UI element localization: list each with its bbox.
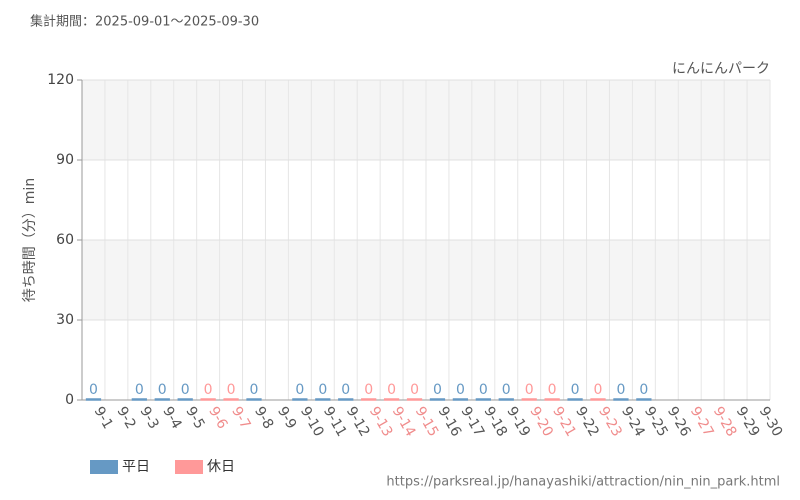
data-label: 0 xyxy=(594,382,603,398)
x-tick-label: 9-12 xyxy=(343,404,373,440)
source-url: https://parksreal.jp/hanayashiki/attract… xyxy=(386,475,780,490)
x-tick-label: 9-1 xyxy=(91,404,116,432)
x-tick-label: 9-30 xyxy=(756,404,786,440)
legend-swatch xyxy=(90,460,118,474)
x-tick-label: 9-7 xyxy=(228,404,253,432)
x-tick-label: 9-18 xyxy=(480,404,510,440)
x-tick-label: 9-3 xyxy=(136,404,161,432)
x-tick-label: 9-20 xyxy=(526,404,556,440)
data-label: 0 xyxy=(364,382,373,398)
y-tick-label: 60 xyxy=(56,232,74,248)
x-tick-label: 9-16 xyxy=(435,404,465,440)
bar xyxy=(521,398,537,401)
bar xyxy=(177,398,193,401)
data-label: 0 xyxy=(410,382,419,398)
bar xyxy=(338,398,354,401)
bar xyxy=(383,398,400,401)
data-label: 0 xyxy=(525,382,534,398)
bar xyxy=(544,398,560,401)
x-tick-label: 9-24 xyxy=(618,404,648,440)
bar xyxy=(429,398,446,401)
x-tick-label: 9-8 xyxy=(251,404,276,432)
x-tick-label: 9-19 xyxy=(503,404,533,440)
legend-swatch xyxy=(175,460,203,474)
data-label: 0 xyxy=(433,382,442,398)
data-label: 0 xyxy=(204,382,213,398)
x-tick-label: 9-22 xyxy=(572,404,602,440)
x-tick-label: 9-17 xyxy=(457,404,487,440)
x-tick-label: 9-29 xyxy=(733,404,763,440)
legend-label: 休日 xyxy=(207,459,235,475)
y-tick-label: 0 xyxy=(65,392,74,408)
bar xyxy=(567,398,583,401)
bar xyxy=(475,398,491,401)
x-tick-label: 9-5 xyxy=(182,404,207,432)
data-label: 0 xyxy=(135,382,144,398)
data-label: 0 xyxy=(387,382,396,398)
data-label: 0 xyxy=(479,382,488,398)
data-label: 0 xyxy=(639,382,648,398)
data-label: 0 xyxy=(318,382,327,398)
x-tick-label: 9-23 xyxy=(595,404,625,440)
y-tick-label: 30 xyxy=(56,312,74,328)
data-label: 0 xyxy=(502,382,511,398)
x-tick-label: 9-11 xyxy=(320,404,350,440)
data-label: 0 xyxy=(227,382,236,398)
x-tick-label: 9-26 xyxy=(664,404,694,440)
data-label: 0 xyxy=(250,382,259,398)
x-tick-label: 9-2 xyxy=(113,404,138,432)
bar xyxy=(246,398,262,401)
bar xyxy=(292,398,308,401)
bar xyxy=(223,398,239,401)
bar xyxy=(131,398,147,401)
data-label: 0 xyxy=(341,382,350,398)
x-tick-label: 9-6 xyxy=(205,404,230,432)
bar xyxy=(406,398,423,401)
data-label: 0 xyxy=(158,382,167,398)
legend-label: 平日 xyxy=(122,459,150,475)
x-tick-label: 9-28 xyxy=(710,404,740,440)
chart-title: にんにんパーク xyxy=(672,61,770,77)
data-label: 0 xyxy=(295,382,304,398)
data-label: 0 xyxy=(181,382,190,398)
x-tick-label: 9-25 xyxy=(641,404,671,440)
y-axis-label: 待ち時間（分）min xyxy=(22,178,38,302)
x-tick-label: 9-4 xyxy=(159,404,184,432)
data-label: 0 xyxy=(89,382,98,398)
bar xyxy=(590,398,606,401)
data-label: 0 xyxy=(616,382,625,398)
x-tick-label: 9-15 xyxy=(412,404,442,440)
bar xyxy=(613,398,629,401)
bar xyxy=(498,398,514,401)
bar xyxy=(85,398,102,401)
data-label: 0 xyxy=(456,382,465,398)
data-label: 0 xyxy=(571,382,580,398)
bar xyxy=(315,398,331,401)
x-tick-label: 9-13 xyxy=(366,404,396,440)
x-tick-label: 9-14 xyxy=(389,404,419,440)
x-tick-label: 9-27 xyxy=(687,404,717,440)
x-tick-label: 9-9 xyxy=(274,404,299,432)
x-tick-label: 9-10 xyxy=(297,404,327,440)
bar xyxy=(452,398,469,401)
bar xyxy=(636,398,652,401)
x-tick-label: 9-21 xyxy=(549,404,579,440)
bar xyxy=(361,398,377,401)
data-label: 0 xyxy=(548,382,557,398)
y-tick-label: 120 xyxy=(47,72,74,88)
bar xyxy=(200,398,216,401)
y-tick-label: 90 xyxy=(56,152,74,168)
chart-subtitle: 集計期間：2025-09-01～2025-09-30 xyxy=(30,14,259,30)
bar xyxy=(154,398,170,401)
